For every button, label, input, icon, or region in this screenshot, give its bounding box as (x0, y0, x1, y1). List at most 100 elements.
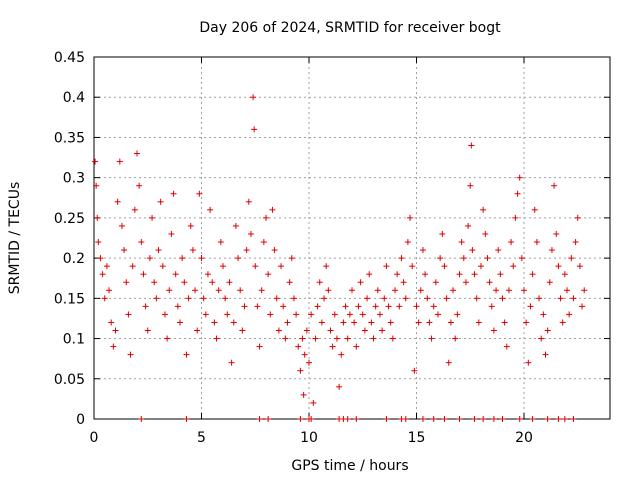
data-point (177, 319, 183, 326)
data-point (468, 142, 475, 149)
data-point (316, 279, 323, 286)
data-point (129, 263, 136, 270)
data-point-zero (256, 416, 263, 422)
data-point (551, 182, 558, 189)
data-point (183, 351, 190, 358)
data-point (538, 335, 545, 342)
data-point (514, 190, 521, 197)
y-tick-label: 0.45 (54, 50, 85, 66)
data-point (136, 182, 143, 189)
data-point (247, 230, 254, 237)
data-point (561, 271, 568, 278)
data-point-zero (402, 416, 409, 422)
data-point-zero (430, 416, 437, 422)
data-point (456, 271, 463, 278)
data-point (469, 247, 476, 254)
data-point (546, 279, 553, 286)
data-point (361, 327, 368, 334)
data-point (568, 255, 575, 262)
data-point (435, 311, 441, 318)
data-point (467, 182, 474, 189)
data-point (239, 327, 246, 334)
data-point (108, 319, 115, 326)
data-point (321, 295, 328, 302)
data-point (512, 214, 519, 221)
data-point (581, 287, 588, 294)
data-point (450, 287, 457, 294)
y-tick-label: 0.15 (54, 291, 85, 307)
data-point-zero (441, 416, 448, 422)
data-point (407, 214, 414, 221)
data-point (275, 327, 282, 334)
data-point-zero (555, 416, 562, 422)
data-point (411, 367, 418, 374)
y-tick-label: 0.2 (63, 251, 85, 267)
data-point-zero (499, 416, 506, 422)
data-point (533, 239, 540, 246)
data-point-zero (138, 416, 145, 422)
data-point (387, 319, 394, 326)
data-point (224, 311, 231, 318)
x-tick-label: 20 (515, 430, 533, 446)
data-point-zero (529, 416, 536, 422)
data-point (548, 247, 555, 254)
data-point (564, 287, 570, 294)
data-point (508, 239, 515, 246)
data-point (226, 279, 233, 286)
data-point (153, 295, 160, 302)
data-point (396, 303, 403, 310)
y-tick-label: 0.25 (54, 211, 85, 227)
data-point (97, 255, 104, 262)
data-point (383, 263, 390, 270)
data-point (323, 263, 330, 270)
data-point (493, 287, 500, 294)
data-point (256, 343, 263, 350)
data-point (125, 311, 132, 318)
data-point (114, 198, 121, 205)
data-point (265, 271, 272, 278)
data-point (237, 287, 244, 294)
data-point (536, 295, 543, 302)
data-point (333, 335, 340, 342)
data-point (134, 150, 140, 157)
data-point (437, 255, 444, 262)
data-point (426, 319, 433, 326)
data-point (542, 351, 549, 358)
data-point (146, 255, 153, 262)
data-point (349, 287, 355, 294)
data-point (452, 335, 459, 342)
data-point (392, 287, 398, 294)
data-point (280, 303, 287, 310)
data-point (428, 335, 435, 342)
data-point (346, 311, 353, 318)
data-point (290, 295, 297, 302)
data-point (235, 255, 242, 262)
data-point (112, 327, 119, 334)
data-point (529, 271, 536, 278)
data-point (359, 311, 366, 318)
plot-frame (93, 56, 611, 420)
data-point (181, 279, 188, 286)
data-point (300, 391, 307, 398)
y-tick-label: 0 (76, 412, 85, 428)
data-point (121, 247, 128, 254)
data-point (379, 327, 386, 334)
data-point (209, 279, 216, 286)
data-point (460, 255, 467, 262)
data-point (217, 239, 224, 246)
data-point (525, 359, 532, 366)
data-point (161, 311, 168, 318)
data-point (220, 263, 226, 270)
data-point (465, 222, 472, 229)
data-point (521, 287, 527, 294)
data-point (168, 230, 175, 237)
data-point (473, 295, 480, 302)
data-point (458, 239, 465, 246)
data-point (293, 311, 300, 318)
data-point (192, 287, 199, 294)
data-point (447, 319, 454, 326)
data-point (174, 303, 181, 310)
data-point-zero (183, 416, 190, 422)
data-point (138, 239, 145, 246)
data-point (318, 319, 325, 326)
